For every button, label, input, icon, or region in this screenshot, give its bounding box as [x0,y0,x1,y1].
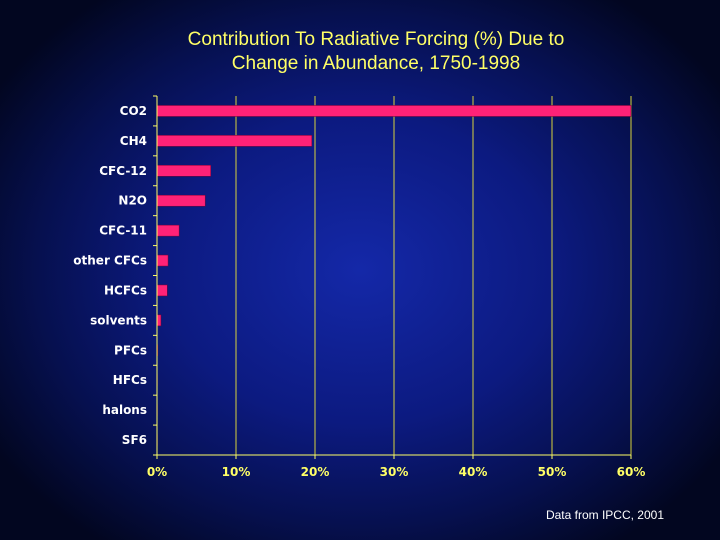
chart-title-line-2: Change in Abundance, 1750-1998 [231,53,521,74]
x-tick-label: 20% [301,465,330,479]
category-label: CFC-11 [99,224,147,238]
bar [156,194,206,207]
category-label: N2O [118,194,147,208]
bar [156,105,632,117]
bar [156,314,162,327]
category-label: SF6 [122,433,147,447]
category-label: PFCs [114,343,147,357]
x-tick-label: 10% [222,465,251,479]
category-label: CO2 [120,104,147,118]
category-label: solvents [90,313,147,327]
x-tick-labels: 0% 10% 20% 30% 40% 50% 60% [147,465,646,479]
axes [153,95,632,459]
chart-title-line-1: Contribution To Radiative Forcing (%) Du… [187,29,565,50]
category-labels: CO2 CH4 CFC-12 N2O CFC-11 other CFCs HCFCs solv… [73,104,147,447]
bar [156,254,169,267]
category-label: HFCs [113,373,147,387]
chart-title: Contribution To Radiative Forcing (%) Du… [60,28,692,76]
category-label: CH4 [120,134,147,148]
source-note: Data from IPCC, 2001 [545,508,664,522]
x-tick-label: 60% [617,465,646,479]
x-tick-label: 30% [380,465,409,479]
x-tick-label: 50% [538,465,567,479]
bar [156,165,211,177]
category-label: CFC-12 [99,164,147,178]
x-tick-label: 0% [147,465,167,479]
category-label: HCFCs [104,283,147,297]
x-tick-label: 40% [459,465,488,479]
bar [156,135,313,147]
category-label: other CFCs [73,254,147,268]
gridlines [235,96,632,455]
bar [156,224,180,237]
category-label: halons [102,403,147,417]
bar [156,284,168,297]
